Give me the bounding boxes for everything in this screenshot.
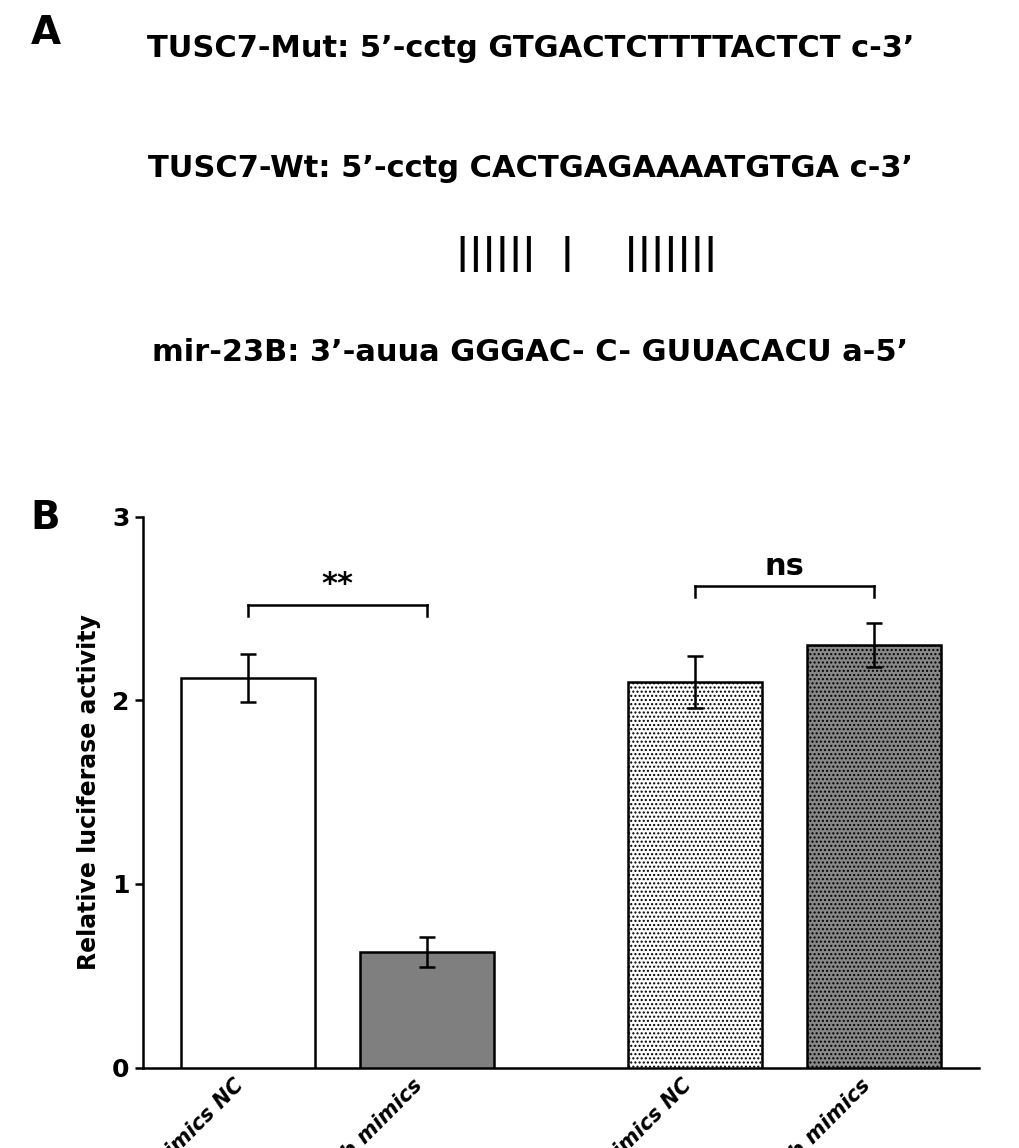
- Text: mir-23B: 3’-auua GGGAC- C- GUUACACU a-5’: mir-23B: 3’-auua GGGAC- C- GUUACACU a-5’: [152, 338, 908, 366]
- Bar: [360, 952, 493, 1068]
- Bar: [806, 645, 941, 1068]
- Text: TUSC7-Mut: 5’-cctg GTGACTCTTTTACTCT c-3’: TUSC7-Mut: 5’-cctg GTGACTCTTTTACTCT c-3’: [147, 33, 913, 63]
- Text: ||||||  |    |||||||: |||||| | |||||||: [455, 236, 716, 272]
- Text: ns: ns: [764, 552, 804, 581]
- Text: TUSC7-Wt: 5’-cctg CACTGAGAAAATGTGA c-3’: TUSC7-Wt: 5’-cctg CACTGAGAAAATGTGA c-3’: [148, 154, 912, 184]
- Text: A: A: [31, 15, 61, 53]
- Y-axis label: Relative luciferase activity: Relative luciferase activity: [76, 614, 101, 970]
- Bar: [180, 678, 315, 1068]
- Bar: [628, 682, 761, 1068]
- Text: B: B: [31, 499, 60, 537]
- Text: **: **: [321, 571, 353, 599]
